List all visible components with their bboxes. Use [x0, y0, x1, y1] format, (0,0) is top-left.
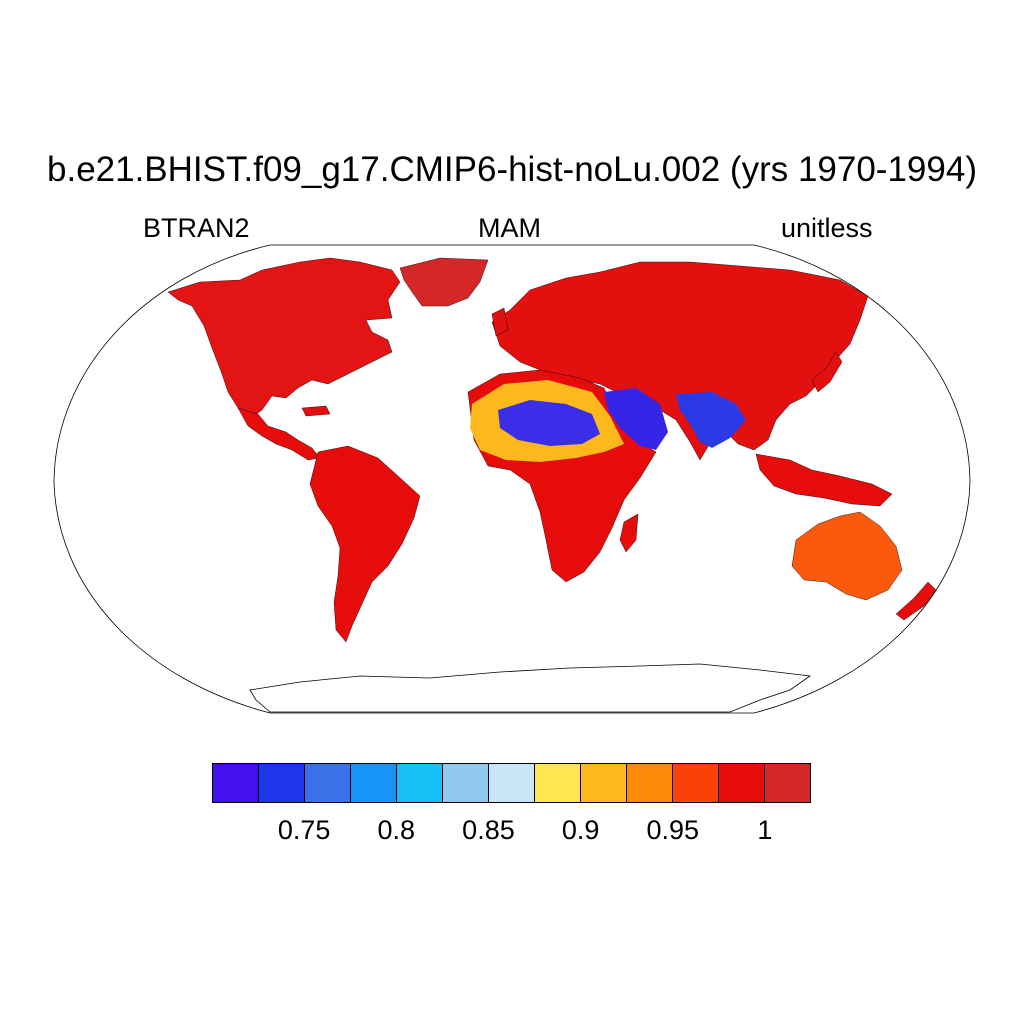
season-label: MAM [478, 213, 541, 243]
colorbar-swatch [259, 764, 305, 802]
region-greenland [399, 257, 489, 307]
colorbar-tick-label: 0.9 [561, 815, 600, 845]
colorbar-swatch [397, 764, 443, 802]
colorbar-swatch [489, 764, 535, 802]
region-southeast-asia [755, 453, 893, 507]
region-new-zealand [895, 581, 937, 621]
variable-label: BTRAN2 [143, 213, 250, 243]
colorbar-tick-label: 0.75 [277, 815, 331, 845]
region-arabia [604, 388, 668, 450]
colorbar-swatch [213, 764, 259, 802]
region-sahel-dry [498, 400, 600, 446]
colorbar-swatch [443, 764, 489, 802]
colorbar-swatch [673, 764, 719, 802]
colorbar-tick-label: 0.95 [646, 815, 700, 845]
colorbar-swatch [305, 764, 351, 802]
colorbar-tick-label: 0.85 [462, 815, 515, 845]
colorbar-swatch [627, 764, 673, 802]
region-antarctica [249, 663, 812, 713]
colorbar-tick-label: 1 [757, 815, 773, 845]
figure-title: b.e21.BHIST.f09_g17.CMIP6-hist-noLu.002 … [47, 150, 977, 189]
region-south-america [309, 445, 421, 643]
colorbar-swatch [351, 764, 397, 802]
region-australia [791, 511, 903, 601]
units-label: unitless [781, 213, 873, 243]
colorbar-swatch [535, 764, 581, 802]
region-north-america [167, 257, 401, 421]
colorbar-tick-label: 0.8 [377, 815, 416, 845]
region-uk [491, 307, 509, 337]
region-madagascar [619, 513, 639, 553]
colorbar-swatch [581, 764, 627, 802]
colorbar-swatch [765, 764, 810, 802]
region-india [676, 392, 746, 448]
region-japan [811, 351, 843, 393]
colorbar-swatch [719, 764, 765, 802]
region-caribbean [301, 405, 331, 417]
colorbar [212, 763, 811, 803]
region-eurasia [491, 261, 869, 461]
